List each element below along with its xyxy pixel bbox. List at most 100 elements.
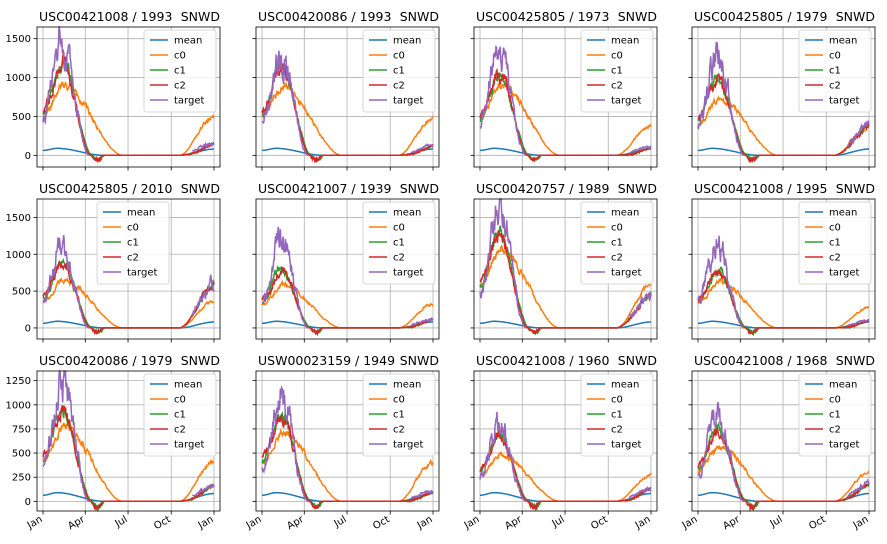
legend: mean c0 c1 c2 target <box>143 373 217 457</box>
legend-label-target: target <box>393 268 423 279</box>
legend-label-c0: c0 <box>127 223 139 234</box>
legend-label-c0: c0 <box>174 395 186 406</box>
legend-label-mean: mean <box>393 380 421 391</box>
axes-frame <box>691 370 876 512</box>
legend-label-target: target <box>127 268 157 279</box>
legend-label-mean: mean <box>611 380 639 391</box>
legend: mean c0 c1 c2 target <box>362 29 436 113</box>
x-tick-label: Jul <box>768 514 785 530</box>
legend-label-c0: c0 <box>611 223 623 234</box>
series-line-target <box>697 402 870 503</box>
subplot-title: USC00420757 / 1989 <box>476 181 609 196</box>
legend-box <box>143 373 217 457</box>
legend-box <box>580 373 654 457</box>
legend-label-c1: c1 <box>829 410 841 421</box>
subplot-title: USC00421007 / 1939 <box>258 181 391 196</box>
legend-label-target: target <box>174 96 204 107</box>
legend-box <box>362 201 436 285</box>
x-tick-label: Jan <box>851 514 871 532</box>
legend-box <box>580 29 654 113</box>
legend-label-c2: c2 <box>127 253 139 264</box>
y-tick-label: 0 <box>25 323 31 334</box>
subplot-variable: SNWD <box>618 181 657 196</box>
legend-box <box>96 201 170 285</box>
subplot-variable: SNWD <box>400 353 439 368</box>
subplot-3: USC00425805 / 1973 SNWD mean c0 c1 c2 target <box>470 9 658 171</box>
subplot-8: USC00421008 / 1995 SNWD mean c0 c1 c2 target <box>688 181 876 343</box>
subplot-5: 0 500 1000 1500 USC00425805 / 2010 SNWD mean c0… <box>6 181 221 343</box>
legend: mean c0 c1 c2 target <box>580 201 654 285</box>
subplot-variable: SNWD <box>836 181 875 196</box>
legend-label-c2: c2 <box>393 81 405 92</box>
legend-label-c0: c0 <box>829 395 841 406</box>
legend-label-mean: mean <box>393 208 421 219</box>
legend-label-mean: mean <box>611 36 639 47</box>
series-line-c2 <box>697 72 870 164</box>
series-line-c2 <box>479 430 652 510</box>
series-line-target <box>479 412 652 503</box>
legend-label-c2: c2 <box>829 253 841 264</box>
subplot-title: USC00425805 / 2010 <box>39 181 172 196</box>
subplot-variable: SNWD <box>181 353 220 368</box>
legend-label-target: target <box>611 96 641 107</box>
legend-label-c0: c0 <box>393 395 405 406</box>
subplot-4: USC00425805 / 1979 SNWD mean c0 c1 c2 target <box>688 9 876 171</box>
x-tick-label: Jan <box>633 514 653 532</box>
legend: mean c0 c1 c2 target <box>580 373 654 457</box>
series-line-c2 <box>697 268 870 336</box>
y-tick-label: 500 <box>12 112 31 123</box>
legend-label-target: target <box>611 440 641 451</box>
legend-label-mean: mean <box>127 208 155 219</box>
x-tick-label: Oct <box>807 514 828 532</box>
axes-frame <box>473 26 658 168</box>
subplot-variable: SNWD <box>618 353 657 368</box>
legend-label-c1: c1 <box>174 66 186 77</box>
series-line-target <box>261 385 434 503</box>
legend: mean c0 c1 c2 target <box>798 29 872 113</box>
legend-label-c0: c0 <box>611 51 623 62</box>
legend-label-mean: mean <box>829 380 857 391</box>
y-tick-label: 1000 <box>6 400 31 411</box>
legend-label-c1: c1 <box>611 66 623 77</box>
subplot-12: Jan Apr Jul Oct Jan USC00421008 / 1968 SNWD mea… <box>680 353 876 533</box>
legend-label-c2: c2 <box>393 253 405 264</box>
y-tick-label: 750 <box>12 424 31 435</box>
x-tick-label: Apr <box>721 514 742 533</box>
legend-label-c1: c1 <box>829 238 841 249</box>
x-tick-label: Jul <box>113 514 130 530</box>
axes-frame <box>255 26 440 168</box>
x-tick-label: Jan <box>462 514 482 532</box>
subplot-variable: SNWD <box>181 181 220 196</box>
y-tick-label: 500 <box>12 287 31 298</box>
subplot-title: USC00420086 / 1993 <box>258 9 391 24</box>
legend-label-c1: c1 <box>393 66 405 77</box>
legend-box <box>798 373 872 457</box>
series-line-target <box>479 45 652 157</box>
series-line-c0 <box>261 279 434 329</box>
subplot-title: USC00420086 / 1979 <box>39 353 172 368</box>
legend-label-c1: c1 <box>611 238 623 249</box>
series-line-c2 <box>261 413 434 510</box>
series-line-target <box>479 198 652 329</box>
series-line-target <box>261 226 434 329</box>
y-tick-label: 1500 <box>6 34 31 45</box>
legend-box <box>362 373 436 457</box>
subplot-9: 0 250 500 750 1000 1250 Jan Apr Jul Oct Jan USC0042… <box>6 353 221 532</box>
legend: mean c0 c1 c2 target <box>96 201 170 285</box>
legend: mean c0 c1 c2 target <box>362 373 436 457</box>
subplot-7: USC00420757 / 1989 SNWD mean c0 c1 c2 target <box>470 181 658 343</box>
x-tick-label: Jan <box>244 514 264 532</box>
subplot-10: Jan Apr Jul Oct Jan USW00023159 / 1949 SNWD mea… <box>244 353 440 532</box>
subplot-title: USC00425805 / 1979 <box>694 9 827 24</box>
series-line-c2 <box>479 229 652 336</box>
legend-label-c2: c2 <box>829 81 841 92</box>
legend-box <box>798 201 872 285</box>
y-tick-label: 250 <box>12 473 31 484</box>
subplot-title: USC00425805 / 1973 <box>476 9 609 24</box>
series-line-c2 <box>261 266 433 337</box>
subplot-variable: SNWD <box>400 9 439 24</box>
axes-frame <box>36 26 221 168</box>
legend-label-target: target <box>393 96 423 107</box>
legend-label-target: target <box>829 268 859 279</box>
series-line-target <box>261 50 434 157</box>
